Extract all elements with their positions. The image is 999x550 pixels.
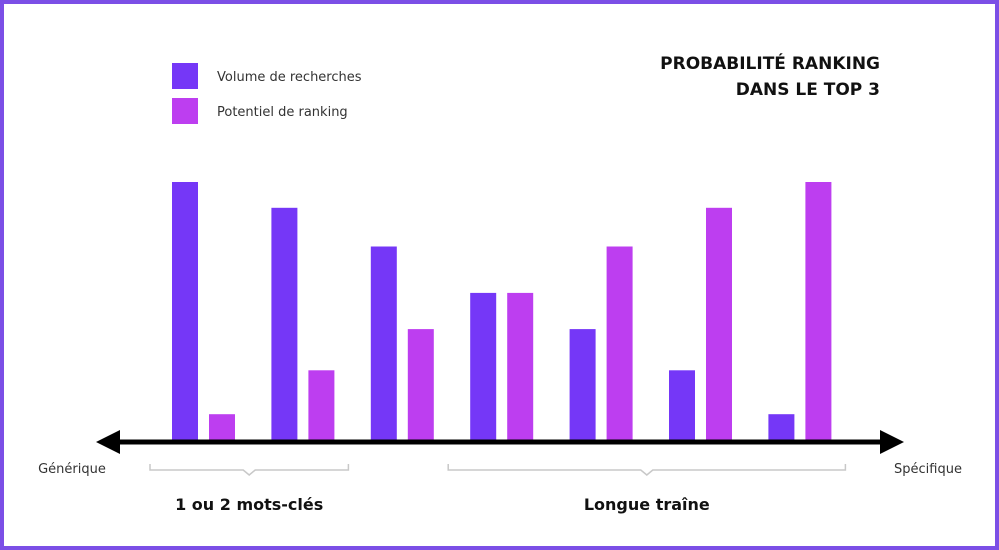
chart-title-line-1: PROBABILITÉ RANKING <box>660 52 880 74</box>
legend: Volume de recherches Potentiel de rankin… <box>172 63 362 124</box>
bars <box>172 182 832 440</box>
bar-volume-1 <box>172 182 198 440</box>
bar-volume-7 <box>768 414 795 440</box>
bar-volume-3 <box>370 246 397 440</box>
bar-volume-4 <box>470 292 497 440</box>
legend-swatch-potentiel <box>172 98 198 124</box>
bar-potentiel-6 <box>706 207 732 440</box>
group-braces: 1 ou 2 mots-clés Longue traîne <box>149 464 847 514</box>
x-axis-left-label: Générique <box>38 462 106 477</box>
bar-potentiel-5 <box>606 246 633 440</box>
group-brace-long-tail <box>447 464 847 476</box>
bar-potentiel-3 <box>407 329 434 440</box>
bar-potentiel-2 <box>308 370 335 440</box>
group-label-long-tail: Longue traîne <box>584 495 710 514</box>
x-axis-left-arrow <box>96 430 120 454</box>
bar-potentiel-7 <box>805 182 832 440</box>
chart-title-line-2: DANS LE TOP 3 <box>736 80 880 100</box>
group-label-short-tail: 1 ou 2 mots-clés <box>175 495 323 514</box>
bar-volume-2 <box>271 207 298 440</box>
bar-volume-5 <box>569 329 596 440</box>
legend-label-volume: Volume de recherches <box>217 70 362 85</box>
bar-potentiel-1 <box>209 414 235 440</box>
bar-potentiel-4 <box>507 292 534 440</box>
x-axis-right-label: Spécifique <box>894 462 962 477</box>
legend-swatch-volume <box>172 63 198 89</box>
x-axis <box>96 430 904 454</box>
legend-label-potentiel: Potentiel de ranking <box>217 105 348 120</box>
group-brace-short-tail <box>149 464 350 476</box>
x-axis-right-arrow <box>880 430 904 454</box>
bar-volume-6 <box>669 370 695 440</box>
